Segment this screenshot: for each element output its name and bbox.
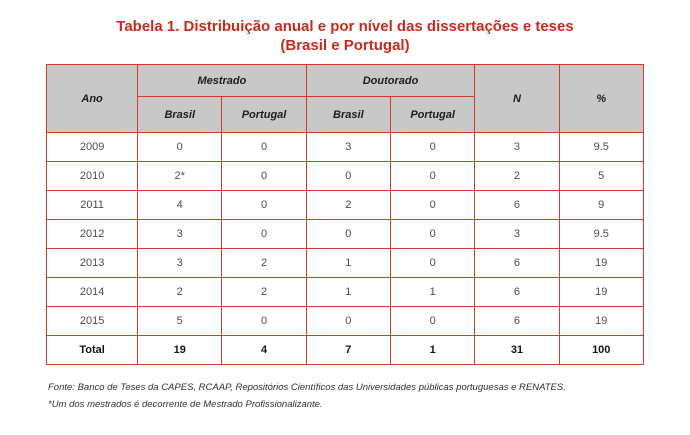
table-row: 2015 5 0 0 0 6 19 <box>46 306 644 337</box>
value-cell: 3 <box>474 132 560 163</box>
value-cell: 0 <box>221 306 307 337</box>
value-cell: 0 <box>305 161 391 192</box>
value-cell: 1 <box>305 248 391 279</box>
total-label-cell: Total <box>46 335 139 366</box>
value-cell: 9 <box>558 190 644 221</box>
value-cell: 0 <box>389 306 476 337</box>
total-row: Total 19 4 7 1 31 100 <box>46 335 644 366</box>
header-n: N <box>474 64 560 134</box>
page: Tabela 1. Distribuição anual e por nível… <box>0 17 690 435</box>
table-title-line2: (Brasil e Portugal) <box>280 37 410 55</box>
header-row-top: Ano Mestrado Doutorado N % <box>46 64 644 134</box>
table-header: Ano Mestrado Doutorado N % Brasil Portug… <box>46 64 644 134</box>
year-cell: 2011 <box>46 190 139 221</box>
value-cell: 0 <box>389 132 476 163</box>
value-cell: 0 <box>221 161 307 192</box>
value-cell: 0 <box>389 161 476 192</box>
value-cell: 19 <box>558 277 644 308</box>
value-cell: 19 <box>558 306 644 337</box>
value-cell: 0 <box>389 219 476 250</box>
table-title-line1: Tabela 1. Distribuição anual e por nível… <box>116 18 574 35</box>
value-cell: 19 <box>137 335 223 366</box>
year-cell: 2010 <box>46 161 139 192</box>
header-doutorado-portugal: Portugal <box>389 96 476 134</box>
value-cell: 0 <box>389 190 476 221</box>
value-cell: 2* <box>137 161 223 192</box>
header-doutorado-brasil: Brasil <box>305 96 391 134</box>
value-cell: 3 <box>137 248 223 279</box>
value-cell: 2 <box>221 248 307 279</box>
year-cell: 2013 <box>46 248 139 279</box>
value-cell: 7 <box>305 335 391 366</box>
value-cell: 0 <box>221 190 307 221</box>
value-cell: 0 <box>305 306 391 337</box>
value-cell: 19 <box>558 248 644 279</box>
header-mestrado: Mestrado <box>137 64 307 98</box>
table-row: 2013 3 2 1 0 6 19 <box>46 248 644 279</box>
year-cell: 2012 <box>46 219 139 250</box>
value-cell: 3 <box>474 219 560 250</box>
value-cell: 3 <box>137 219 223 250</box>
value-cell: 2 <box>137 277 223 308</box>
value-cell: 100 <box>558 335 644 366</box>
value-cell: 31 <box>474 335 560 366</box>
value-cell: 6 <box>474 248 560 279</box>
footnote-asterisk: *Um dos mestrados é decorrente de Mestra… <box>48 398 323 410</box>
header-row-sub: Brasil Portugal Brasil Portugal <box>47 96 644 134</box>
value-cell: 4 <box>137 190 223 221</box>
value-cell: 9.5 <box>558 132 644 163</box>
table-body: 2009 0 0 3 0 3 9.5 2010 2* 0 0 0 2 5 2011 4 0 2 0 6 9 2012 3 0 0… <box>46 132 644 366</box>
value-cell: 9.5 <box>558 219 644 250</box>
year-cell: 2009 <box>46 132 139 163</box>
value-cell: 1 <box>305 277 391 308</box>
value-cell: 0 <box>221 132 307 163</box>
value-cell: 6 <box>474 190 560 221</box>
table-row: 2009 0 0 3 0 3 9.5 <box>46 132 644 163</box>
year-cell: 2015 <box>46 306 139 337</box>
value-cell: 6 <box>474 306 560 337</box>
header-mestrado-portugal: Portugal <box>221 96 307 134</box>
value-cell: 2 <box>474 161 560 192</box>
year-cell: 2014 <box>46 277 139 308</box>
table-row: 2010 2* 0 0 0 2 5 <box>46 161 644 192</box>
header-percent: % <box>558 64 644 134</box>
value-cell: 5 <box>137 306 223 337</box>
header-doutorado: Doutorado <box>305 64 476 98</box>
value-cell: 1 <box>389 277 476 308</box>
value-cell: 0 <box>221 219 307 250</box>
value-cell: 0 <box>389 248 476 279</box>
value-cell: 5 <box>558 161 644 192</box>
distribution-table: Ano Mestrado Doutorado N % Brasil Portug… <box>46 64 644 366</box>
footnotes: Fonte: Banco de Teses da CAPES, RCAAP, R… <box>48 380 690 413</box>
value-cell: 0 <box>137 132 223 163</box>
table-row: 2012 3 0 0 0 3 9.5 <box>46 219 644 250</box>
value-cell: 3 <box>305 132 391 163</box>
table-row: 2014 2 2 1 1 6 19 <box>46 277 644 308</box>
value-cell: 1 <box>389 335 476 366</box>
table-row: 2011 4 0 2 0 6 9 <box>46 190 644 221</box>
footnote-source: Fonte: Banco de Teses da CAPES, RCAAP, R… <box>48 382 566 394</box>
value-cell: 2 <box>305 190 391 221</box>
value-cell: 6 <box>474 277 560 308</box>
header-ano: Ano <box>46 64 139 134</box>
value-cell: 2 <box>221 277 307 308</box>
header-mestrado-brasil: Brasil <box>137 96 223 134</box>
value-cell: 0 <box>305 219 391 250</box>
table-title: Tabela 1. Distribuição anual e por nível… <box>0 17 690 55</box>
value-cell: 4 <box>221 335 307 366</box>
